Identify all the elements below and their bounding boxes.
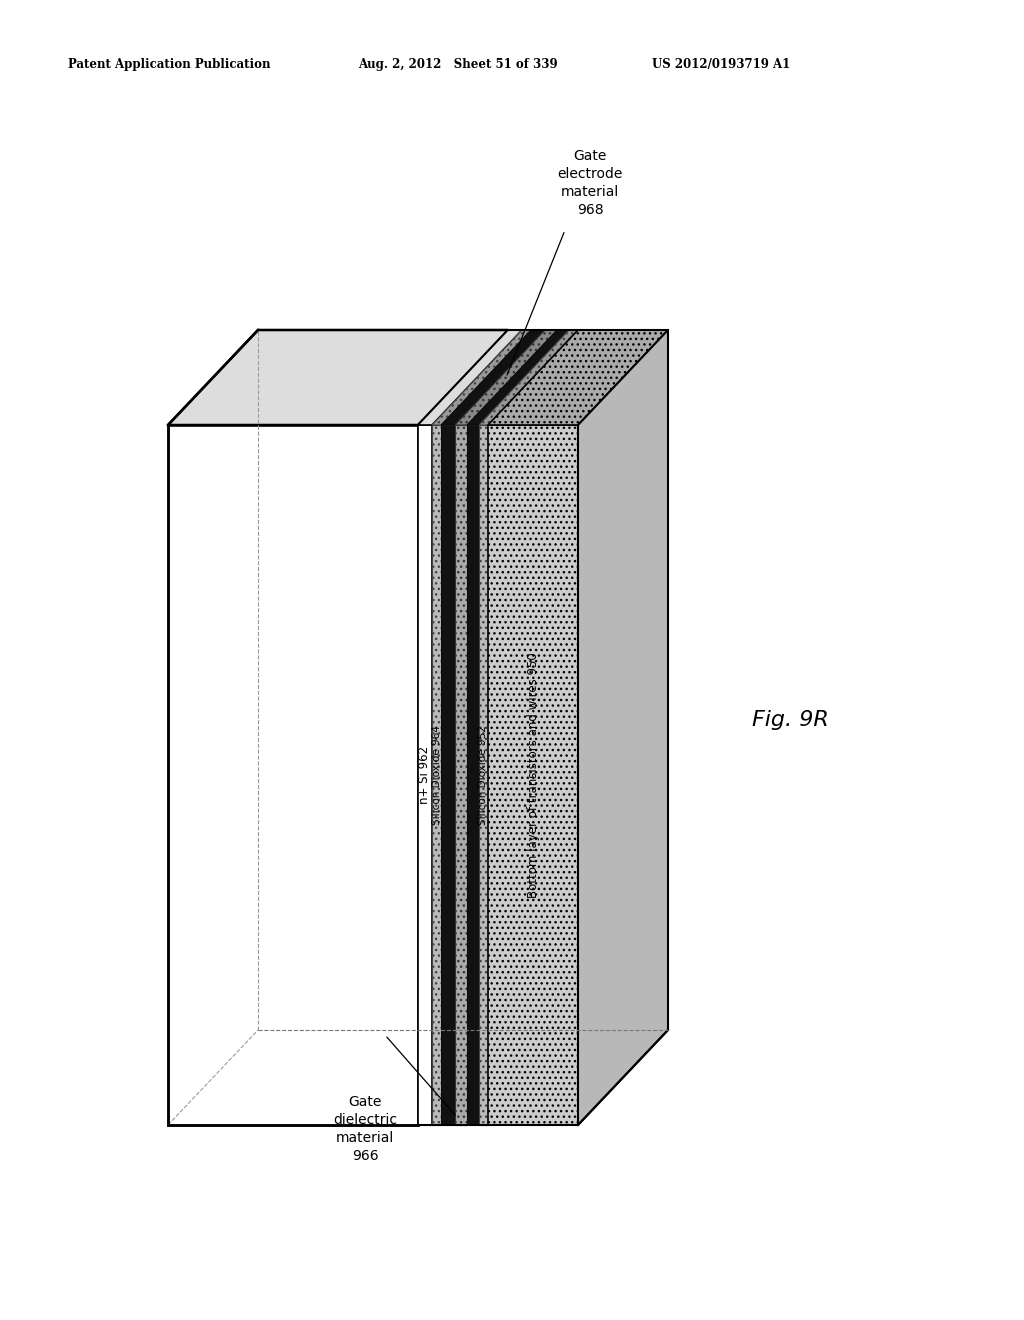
Polygon shape	[418, 425, 432, 1125]
Text: Gate
electrode
material
968: Gate electrode material 968	[557, 149, 623, 216]
Polygon shape	[488, 425, 578, 1125]
Polygon shape	[467, 330, 569, 425]
Text: Silicon Dioxide 952: Silicon Dioxide 952	[478, 725, 488, 825]
Text: Aug. 2, 2012   Sheet 51 of 339: Aug. 2, 2012 Sheet 51 of 339	[358, 58, 558, 71]
Polygon shape	[479, 425, 488, 1125]
Text: Patent Application Publication: Patent Application Publication	[68, 58, 270, 71]
Polygon shape	[479, 330, 578, 425]
Polygon shape	[441, 330, 545, 425]
Text: Bottom layer of transistors and wires 950: Bottom layer of transistors and wires 95…	[526, 652, 540, 898]
Polygon shape	[455, 425, 467, 1125]
Text: Gate
dielectric
material
966: Gate dielectric material 966	[333, 1096, 397, 1163]
Polygon shape	[418, 330, 522, 425]
Polygon shape	[432, 330, 531, 425]
Polygon shape	[488, 330, 668, 425]
Polygon shape	[168, 425, 418, 1125]
Text: Silicon Dioxide 964: Silicon Dioxide 964	[431, 725, 441, 825]
Text: US 2012/0193719 A1: US 2012/0193719 A1	[652, 58, 791, 71]
Polygon shape	[578, 330, 668, 1125]
Polygon shape	[432, 425, 441, 1125]
Text: Fig. 9R: Fig. 9R	[752, 710, 828, 730]
Polygon shape	[441, 425, 455, 1125]
Text: n+ Si 962: n+ Si 962	[419, 746, 431, 804]
Polygon shape	[455, 330, 557, 425]
Polygon shape	[168, 330, 508, 425]
Polygon shape	[467, 425, 479, 1125]
